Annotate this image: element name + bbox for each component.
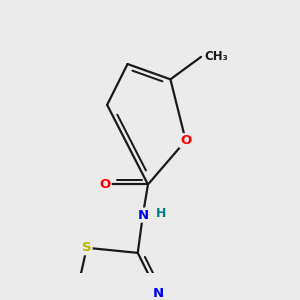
Text: S: S <box>82 241 92 254</box>
Text: CH₃: CH₃ <box>204 50 228 63</box>
Text: O: O <box>180 134 191 147</box>
Text: N: N <box>153 287 164 300</box>
Text: O: O <box>100 178 111 191</box>
Text: N: N <box>137 208 148 222</box>
Text: H: H <box>156 207 166 220</box>
